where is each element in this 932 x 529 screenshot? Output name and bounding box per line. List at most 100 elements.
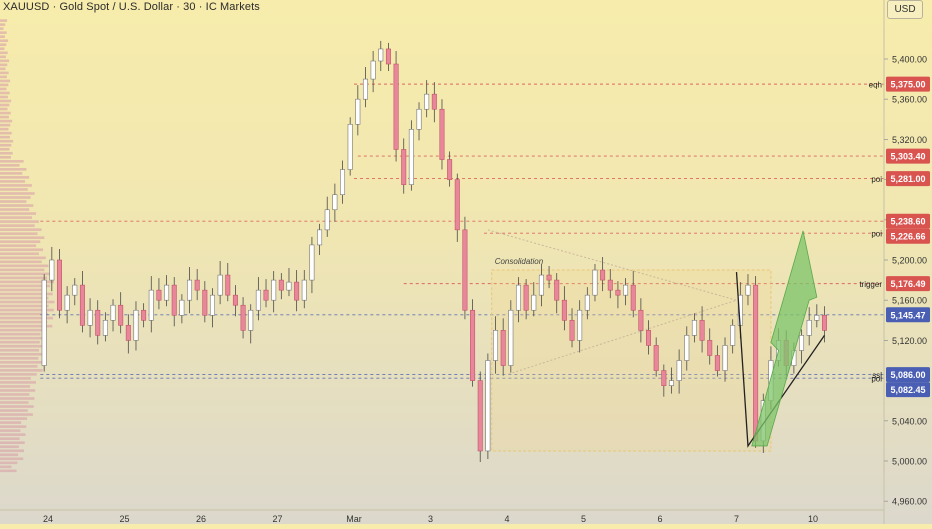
volume-bar bbox=[0, 59, 10, 63]
candle-body bbox=[569, 319, 575, 341]
candle-body bbox=[240, 304, 246, 331]
volume-bar bbox=[0, 67, 6, 71]
price-badge bbox=[886, 148, 930, 164]
time-tick-label: 24 bbox=[43, 514, 53, 524]
candle-body bbox=[156, 289, 162, 301]
candle-body bbox=[332, 194, 338, 211]
volume-bar bbox=[0, 91, 10, 95]
candle-body bbox=[470, 309, 476, 381]
volume-bar bbox=[0, 332, 41, 336]
candle-body bbox=[179, 299, 185, 316]
volume-bar bbox=[0, 43, 7, 47]
volume-bar bbox=[0, 288, 46, 292]
volume-bar bbox=[0, 131, 12, 135]
candle-body bbox=[806, 319, 812, 336]
candle-body bbox=[79, 284, 85, 326]
candle-body bbox=[148, 289, 154, 321]
candles bbox=[41, 40, 827, 463]
time-axis: 24 25 26 27 Mar 3 4 5 6 7 10 bbox=[0, 509, 884, 524]
candle-body bbox=[753, 284, 759, 442]
candle-body bbox=[49, 259, 55, 281]
level-label: ssl bbox=[872, 371, 882, 380]
volume-bar bbox=[0, 361, 44, 364]
price-badge-label: 5,226.66 bbox=[890, 232, 925, 242]
level-label: poi bbox=[871, 230, 882, 239]
volume-bar bbox=[0, 155, 11, 159]
candle-body bbox=[515, 284, 521, 311]
volume-bar bbox=[0, 27, 4, 30]
volume-bar bbox=[0, 308, 54, 312]
volume-bar bbox=[0, 47, 5, 51]
volume-bar bbox=[0, 99, 12, 103]
candle-body bbox=[416, 108, 422, 130]
candle-body bbox=[95, 309, 101, 336]
volume-bar bbox=[0, 204, 34, 207]
volume-bar bbox=[0, 461, 18, 465]
candle-body bbox=[141, 309, 147, 321]
currency-button[interactable]: USD bbox=[887, 0, 923, 19]
consolidation-label: Consolidation bbox=[495, 257, 544, 266]
time-tick-label: Mar bbox=[346, 514, 362, 524]
volume-bar bbox=[0, 268, 45, 272]
volume-bar bbox=[0, 421, 22, 424]
price-badge bbox=[886, 382, 930, 398]
volume-bar bbox=[0, 164, 20, 167]
consolidation-zone: Consolidation bbox=[487, 229, 772, 452]
price-badge bbox=[886, 367, 930, 383]
price-tick-label: 5,040.00 bbox=[892, 416, 927, 426]
candle-body bbox=[232, 294, 238, 306]
volume-bar bbox=[0, 304, 49, 308]
volume-bar bbox=[0, 433, 26, 436]
volume-bar bbox=[0, 244, 37, 248]
candle-body bbox=[56, 259, 62, 311]
candle-body bbox=[202, 289, 208, 316]
candle-body bbox=[730, 325, 736, 346]
volume-bar bbox=[0, 135, 10, 139]
volume-bar bbox=[0, 200, 27, 203]
volume-bar bbox=[0, 405, 34, 408]
volume-bar bbox=[0, 441, 25, 445]
time-tick-label: 5 bbox=[581, 514, 586, 524]
candle-body bbox=[814, 314, 820, 321]
volume-bar bbox=[0, 216, 32, 219]
candle-body bbox=[248, 309, 254, 331]
time-tick-label: 10 bbox=[808, 514, 818, 524]
volume-bar bbox=[0, 260, 42, 264]
bullish-arrow bbox=[751, 230, 818, 447]
volume-bar bbox=[0, 252, 39, 256]
volume-bar bbox=[0, 445, 19, 449]
candle-body bbox=[638, 309, 644, 331]
candle-body bbox=[584, 294, 590, 311]
candle-body bbox=[707, 340, 713, 356]
volume-bar bbox=[0, 284, 50, 288]
symbol-title: XAUUSD · Gold Spot / U.S. Dollar · 30 · … bbox=[3, 1, 260, 13]
candle-body bbox=[385, 48, 391, 65]
volume-bar bbox=[0, 39, 9, 43]
time-tick-label: 4 bbox=[504, 514, 509, 524]
candle-body bbox=[447, 159, 453, 180]
volume-bar bbox=[0, 320, 48, 324]
candle-body bbox=[799, 335, 805, 351]
volume-bar bbox=[0, 397, 35, 400]
candle-body bbox=[745, 284, 751, 296]
volume-bar bbox=[0, 184, 32, 187]
candle-body bbox=[225, 274, 231, 296]
candle-body bbox=[653, 345, 659, 371]
volume-bar bbox=[0, 83, 9, 87]
candle-body bbox=[691, 319, 697, 336]
candle-body bbox=[255, 289, 261, 311]
candle-body bbox=[630, 284, 636, 311]
price-tick-label: 5,120.00 bbox=[892, 336, 927, 346]
candle-body bbox=[301, 279, 307, 301]
volume-bar bbox=[0, 172, 23, 175]
candle-body bbox=[684, 335, 690, 361]
level-label: trigger bbox=[859, 280, 882, 289]
candle-body bbox=[41, 279, 47, 366]
price-badge bbox=[886, 276, 930, 292]
candle-body bbox=[546, 274, 552, 281]
candle-body bbox=[508, 309, 514, 366]
volume-bar bbox=[0, 356, 39, 360]
